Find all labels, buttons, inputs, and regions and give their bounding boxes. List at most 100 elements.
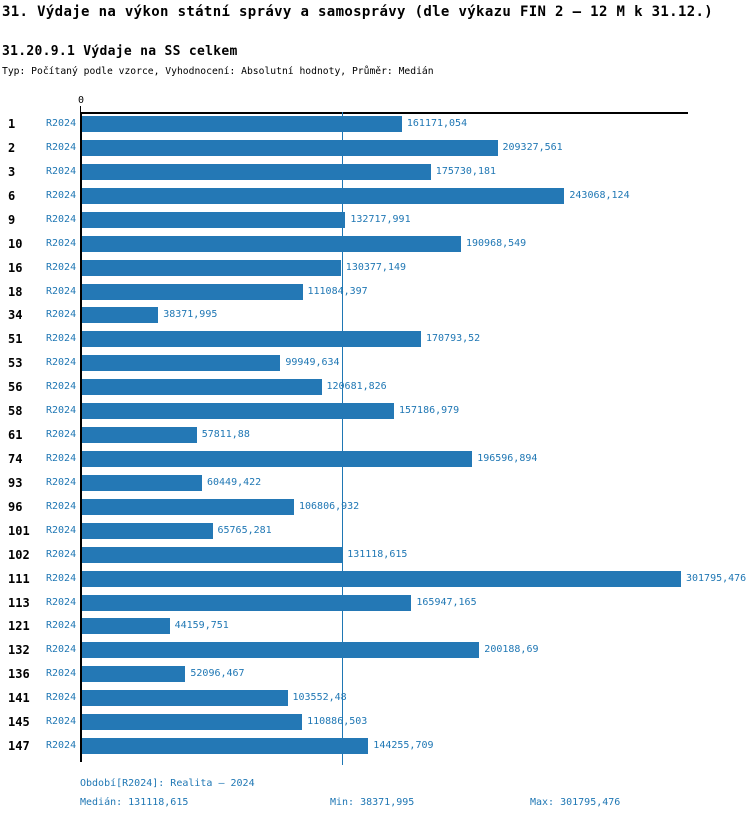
axis-top-line	[80, 112, 688, 114]
bar	[82, 307, 159, 324]
chart-row: 10 R2024 190968,549	[0, 232, 750, 256]
bar	[82, 211, 346, 228]
series-label: R2024	[46, 405, 77, 417]
bar-value-label: 175730,181	[435, 165, 497, 177]
bar	[82, 331, 421, 348]
bar-value-label: 170793,52	[426, 333, 481, 345]
row-number: 61	[8, 428, 23, 442]
bar-value-label: 38371,995	[163, 309, 218, 321]
median-label: Medián: 131118,615	[80, 797, 189, 808]
row-number: 3	[8, 164, 16, 179]
axis-zero-tick	[80, 106, 81, 112]
chart-row: 9 R2024 132717,991	[0, 208, 750, 232]
bar-value-label: 99949,634	[285, 357, 340, 369]
row-number: 111	[8, 571, 30, 586]
chart-row: 3 R2024 175730,181	[0, 160, 750, 184]
bar-value-label: 190968,549	[466, 237, 527, 249]
chart-row: 141 R2024 103552,48	[0, 686, 750, 710]
chart-row: 2 R2024 209327,561	[0, 136, 750, 160]
series-label: R2024	[46, 333, 77, 345]
series-label: R2024	[46, 524, 77, 536]
row-number: 136	[8, 667, 30, 682]
chart-row: 121 R2024 44159,751	[0, 614, 750, 638]
axis-left-line	[80, 112, 82, 762]
chart-row: 34 R2024 38371,995	[0, 303, 750, 327]
series-label: R2024	[46, 476, 77, 488]
row-number: 16	[8, 260, 23, 275]
bar-value-label: 57811,88	[201, 429, 250, 440]
row-number: 145	[8, 715, 30, 730]
bar	[82, 283, 303, 300]
bar-value-label: 144255,709	[373, 740, 434, 751]
chart-row: 136 R2024 52096,467	[0, 662, 750, 686]
series-label: R2024	[46, 740, 77, 751]
bar	[82, 570, 681, 587]
bar-value-label: 165947,165	[416, 596, 477, 608]
bar-value-label: 120681,826	[326, 381, 387, 393]
bar	[82, 163, 431, 180]
row-number: 121	[8, 619, 30, 634]
bar	[82, 235, 461, 252]
chart-row: 93 R2024 60449,422	[0, 471, 750, 495]
row-number: 141	[8, 691, 30, 706]
bar-value-label: 209327,561	[502, 141, 563, 153]
series-label: R2024	[46, 572, 77, 584]
chart-row: 53 R2024 99949,634	[0, 351, 750, 375]
row-number: 58	[8, 404, 23, 419]
bar	[82, 474, 202, 491]
series-label: R2024	[46, 213, 77, 225]
series-label: R2024	[46, 620, 77, 632]
bar-value-label: 196596,894	[477, 452, 538, 464]
chart-row: 147 R2024 144255,709	[0, 734, 750, 758]
row-number: 10	[8, 236, 23, 251]
chart-row: 16 R2024 130377,149	[0, 256, 750, 280]
series-label: R2024	[46, 141, 77, 153]
row-number: 1	[8, 117, 16, 131]
bar	[82, 594, 412, 611]
series-label: R2024	[46, 165, 77, 177]
chart-row: 102 R2024 131118,615	[0, 543, 750, 567]
row-number: 6	[8, 188, 16, 203]
bar	[82, 450, 473, 467]
axis-zero-label: 0	[77, 95, 85, 106]
series-label: R2024	[46, 644, 77, 656]
chart-row: 96 R2024 106806,932	[0, 495, 750, 519]
chart-row: 56 R2024 120681,826	[0, 375, 750, 399]
bar	[82, 642, 480, 659]
row-number: 93	[8, 475, 23, 490]
bar	[82, 522, 213, 539]
series-label: R2024	[46, 381, 77, 393]
chart-row: 1 R2024 161171,054	[0, 112, 750, 136]
max-label: Max: 301795,476	[530, 797, 621, 808]
series-label: R2024	[46, 285, 77, 297]
bar-value-label: 110886,503	[307, 716, 368, 728]
bar-value-label: 200188,69	[484, 644, 539, 656]
row-number: 18	[8, 284, 23, 299]
bar	[82, 714, 303, 731]
bar	[82, 187, 565, 204]
series-label: R2024	[46, 261, 77, 273]
bar-value-label: 132717,991	[350, 213, 411, 225]
series-label: R2024	[46, 668, 77, 680]
row-number: 74	[8, 451, 23, 466]
chart-row: 58 R2024 157186,979	[0, 399, 750, 423]
series-label: R2024	[46, 118, 77, 129]
chart-row: 101 R2024 65765,281	[0, 519, 750, 543]
period-label: Období[R2024]: Realita – 2024	[80, 778, 255, 789]
bar-value-label: 52096,467	[190, 668, 245, 680]
row-number: 102	[8, 547, 30, 562]
row-number: 9	[8, 212, 16, 227]
bar	[82, 379, 322, 396]
bar	[82, 403, 394, 420]
series-label: R2024	[46, 357, 77, 369]
indicator-meta: Typ: Počítaný podle vzorce, Vyhodnocení:…	[2, 66, 434, 77]
report-title: 31. Výdaje na výkon státní správy a samo…	[2, 4, 714, 20]
series-label: R2024	[46, 309, 77, 321]
series-label: R2024	[46, 500, 77, 512]
bar	[82, 546, 343, 563]
series-label: R2024	[46, 716, 77, 728]
chart-row: 18 R2024 111084,397	[0, 280, 750, 304]
row-number: 132	[8, 643, 30, 658]
bar-value-label: 111084,397	[307, 285, 368, 297]
bar	[82, 498, 294, 515]
